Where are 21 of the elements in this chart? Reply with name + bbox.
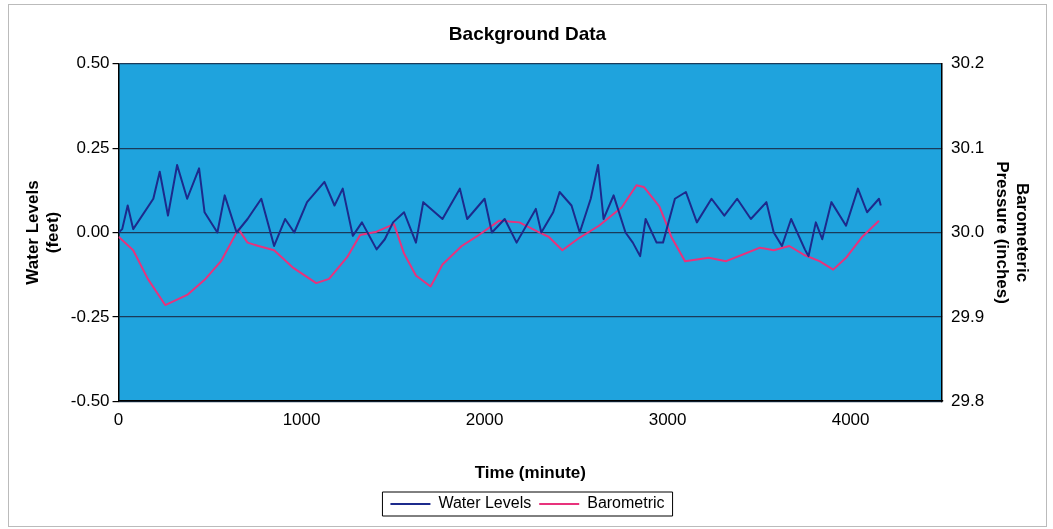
y2-axis-title: Barometeric Pressure (inches): [992, 161, 1033, 304]
x-tick-label: 1000: [282, 410, 321, 430]
legend-label: Barometric: [587, 494, 665, 512]
chart-title: Background Data: [448, 22, 607, 44]
y-tick-label: -0.50: [70, 390, 110, 410]
y-tick-label: 0.25: [76, 137, 110, 157]
x-tick-label: 2000: [465, 410, 504, 430]
y-tick-label: -0.25: [70, 306, 110, 326]
x-tick-label: 3000: [648, 410, 687, 430]
y-tick-label: 0.50: [76, 53, 110, 73]
x-axis-title: Time (minute): [474, 463, 586, 483]
y2-tick-label: 29.9: [951, 306, 985, 326]
x-tick-label: 4000: [831, 410, 870, 430]
y2-tick-label: 30.0: [951, 222, 985, 242]
y-tick-label: 0.00: [76, 222, 110, 242]
x-tick-label: 0: [113, 410, 124, 430]
y2-tick-label: 30.1: [951, 137, 985, 157]
legend-label: Water Levels: [438, 494, 532, 512]
y2-tick-label: 30.2: [951, 53, 985, 73]
y-axis-title: Water Levels (feet): [22, 180, 63, 285]
y2-tick-label: 29.8: [951, 390, 985, 410]
